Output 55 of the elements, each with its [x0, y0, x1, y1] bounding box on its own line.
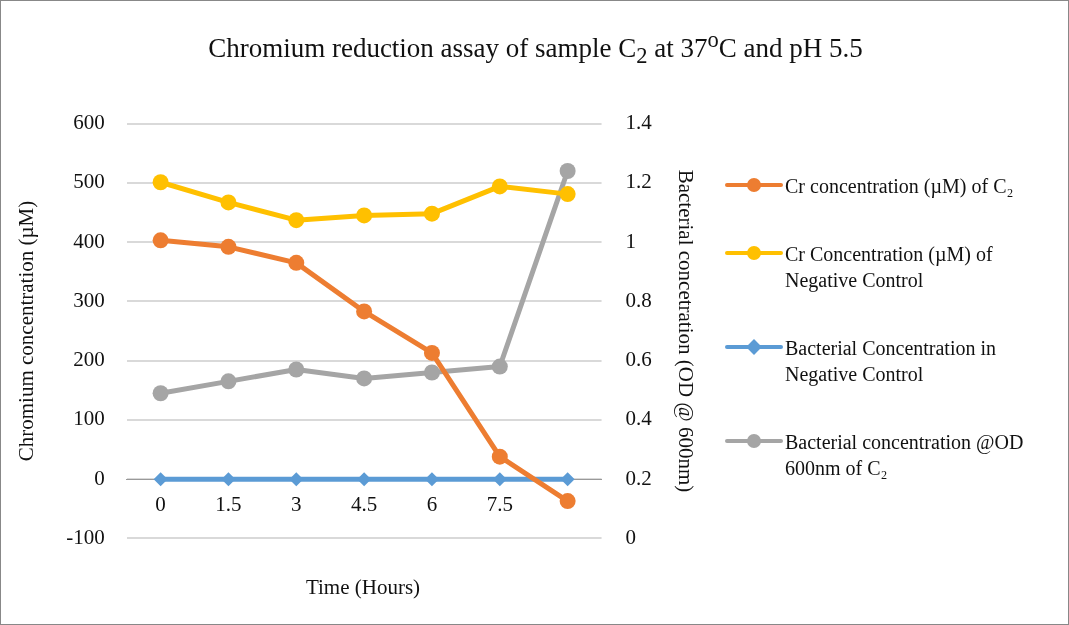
point [356, 370, 373, 387]
point [491, 448, 508, 465]
point [152, 385, 169, 402]
point [289, 472, 304, 487]
point [423, 364, 440, 381]
legend-label: Bacterial Concentration in Negative Control [785, 336, 998, 387]
x-tick-label: 7.5 [486, 492, 513, 517]
point [491, 178, 508, 195]
point [559, 163, 576, 180]
y-tick-label: 100 [73, 406, 105, 431]
point [152, 174, 169, 191]
y2-axis-title: Bacterial concetration (OD @ 600nm) [673, 169, 698, 493]
point [220, 373, 237, 390]
x-tick-label: 0 [155, 492, 166, 517]
y2-tick-label: 1 [625, 228, 637, 253]
point [560, 472, 575, 487]
point [288, 212, 305, 229]
point [423, 344, 440, 361]
y2-tick-label: 1.2 [625, 169, 652, 194]
y2-tick-label: 0.4 [625, 406, 653, 431]
y-tick-label: 200 [73, 347, 105, 372]
point [153, 472, 168, 487]
y-tick-label: 0 [94, 465, 105, 490]
x-tick-label: 4.5 [351, 492, 378, 517]
y2-tick-label: 1.4 [625, 110, 653, 135]
y-axis-title: Chromium concentration (µM) [14, 200, 39, 462]
y2-tick-label: 0.2 [625, 465, 652, 490]
legend-label: Cr Concentration (µM) of Negative Control [785, 242, 994, 293]
y2-tick-label: 0 [625, 524, 637, 549]
point [152, 232, 169, 249]
point [220, 238, 237, 255]
y-tick-label: 500 [73, 169, 105, 194]
point [423, 205, 440, 222]
y-tick-label: -100 [66, 524, 105, 549]
y-tick-label: 300 [73, 287, 105, 312]
point [221, 472, 236, 487]
y-tick-label: 600 [73, 110, 105, 135]
y2-tick-label: 0.8 [625, 287, 652, 312]
point [559, 493, 576, 510]
point [288, 361, 305, 378]
legend-label: Cr concentration (µM) of C₂ [785, 174, 1014, 199]
point [288, 254, 305, 271]
point [559, 186, 576, 203]
point [220, 194, 237, 211]
x-tick-label: 1.5 [215, 492, 242, 517]
legend-label: Bacterial concentration @OD 600nm of C₂ [785, 430, 1025, 481]
x-tick-label: 3 [291, 492, 302, 517]
y-tick-label: 400 [73, 228, 105, 253]
chart-title: Chromium reduction assay of sample C$_{2}$ at 37$^{o}$C and pH 5.5 [207, 27, 864, 70]
point [356, 207, 373, 224]
x-tick-label: 6 [426, 492, 438, 517]
x-axis-title: Time (Hours) [304, 575, 422, 600]
point [491, 358, 508, 375]
y2-tick-label: 0.6 [625, 347, 652, 372]
point [356, 303, 373, 320]
